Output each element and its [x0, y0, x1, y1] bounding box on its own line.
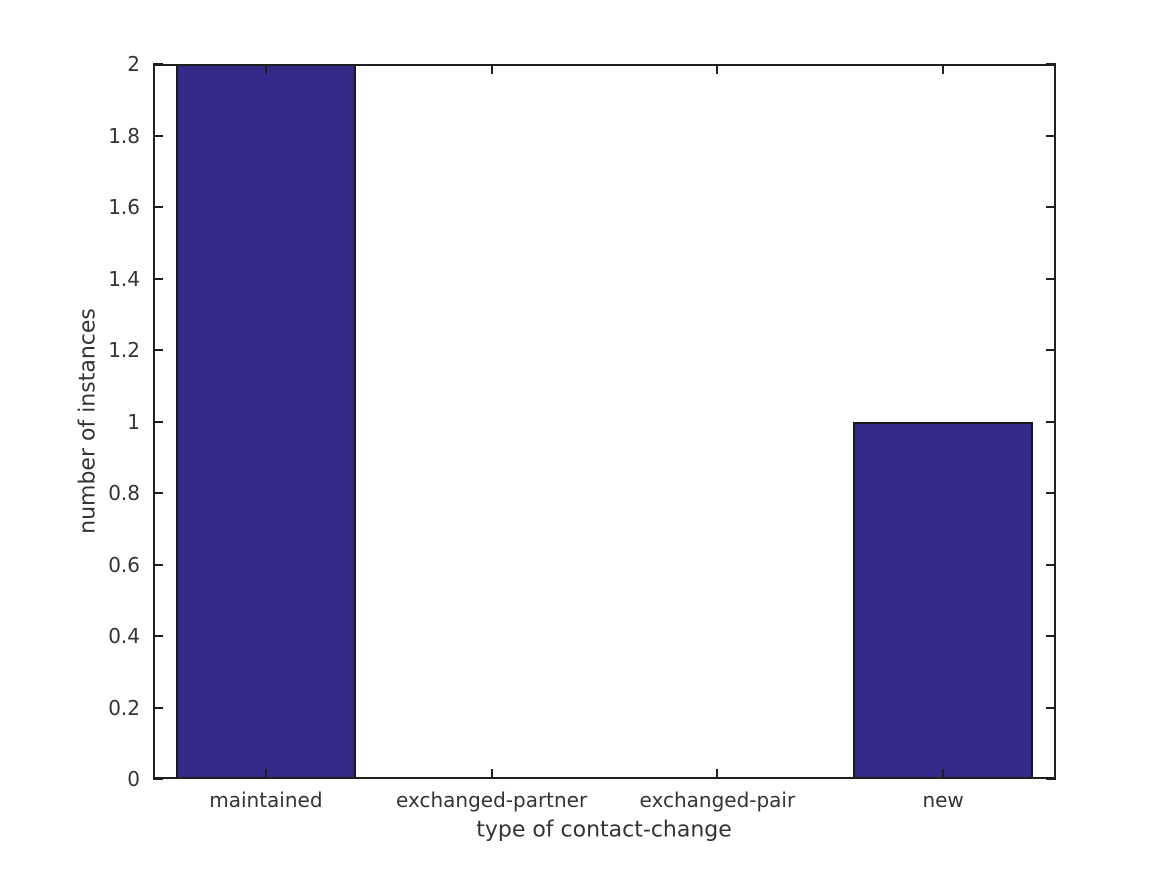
y-tick-label-1.8: 1.8	[108, 123, 140, 148]
x-tick-bottom	[264, 769, 267, 779]
y-tick-left	[153, 563, 163, 566]
y-tick-left	[153, 492, 163, 494]
y-tick-left	[153, 420, 163, 423]
y-tick-right	[1046, 349, 1056, 351]
x-axis-label: type of contact-change	[476, 817, 732, 843]
plot-area	[153, 63, 1056, 780]
y-tick-left	[153, 635, 163, 637]
x-tick-top	[716, 64, 719, 74]
y-tick-label-1.2: 1.2	[108, 338, 140, 362]
y-axis-label: number of instances	[75, 308, 101, 534]
y-tick-left	[153, 63, 163, 65]
y-tick-label-2: 2	[127, 52, 140, 76]
bar-new	[852, 421, 1034, 779]
y-tick-label-1.4: 1.4	[108, 266, 140, 291]
y-tick-left	[153, 706, 163, 709]
y-tick-left	[153, 349, 163, 351]
y-tick-left	[153, 134, 163, 137]
y-tick-left	[153, 206, 163, 208]
y-tick-label-0.6: 0.6	[108, 552, 140, 577]
y-tick-right	[1046, 206, 1056, 208]
y-tick-label-0.8: 0.8	[108, 481, 140, 505]
y-tick-right	[1046, 63, 1056, 65]
y-tick-right	[1046, 563, 1056, 566]
x-tick-label-exchanged-partner: exchanged-partner	[396, 788, 588, 812]
y-tick-right	[1046, 492, 1056, 494]
y-tick-label-0: 0	[127, 767, 140, 791]
y-tick-left	[153, 277, 163, 280]
y-tick-label-1.6: 1.6	[108, 195, 140, 219]
x-tick-top	[264, 64, 267, 74]
y-tick-right	[1046, 420, 1056, 423]
y-tick-right	[1046, 778, 1056, 780]
y-tick-right	[1046, 277, 1056, 280]
x-tick-top	[942, 64, 945, 74]
y-tick-label-1: 1	[127, 409, 140, 434]
bar-maintained	[175, 64, 357, 779]
x-tick-bottom	[490, 769, 493, 779]
y-tick-right	[1046, 635, 1056, 637]
x-tick-bottom	[716, 769, 719, 779]
x-tick-bottom	[942, 769, 945, 779]
y-tick-label-0.2: 0.2	[108, 695, 140, 720]
y-tick-right	[1046, 134, 1056, 137]
y-tick-left	[153, 778, 163, 780]
x-tick-label-new: new	[922, 788, 964, 812]
x-tick-label-maintained: maintained	[209, 788, 323, 812]
y-tick-right	[1046, 706, 1056, 709]
y-tick-label-0.4: 0.4	[108, 624, 140, 648]
x-tick-top	[490, 64, 493, 74]
x-tick-label-exchanged-pair: exchanged-pair	[639, 788, 796, 812]
